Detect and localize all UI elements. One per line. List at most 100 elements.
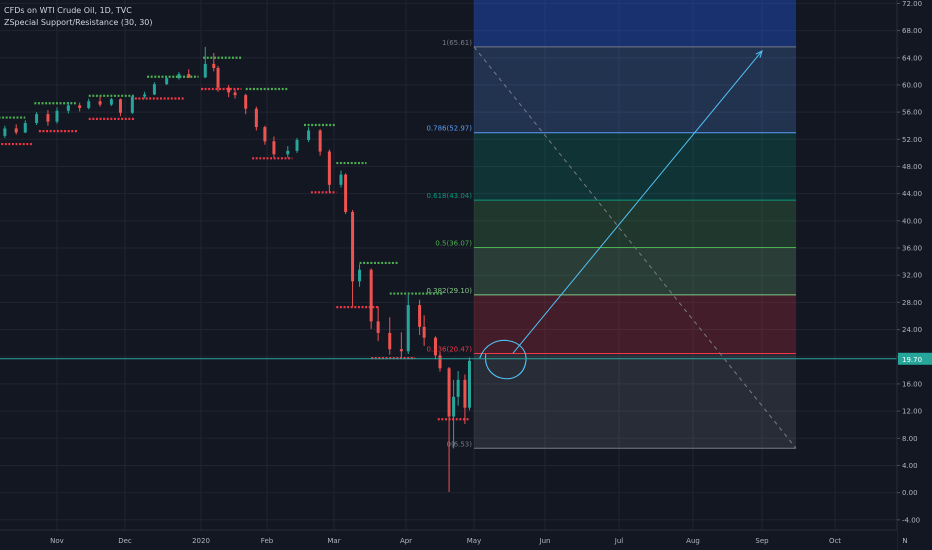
- candle: [272, 136, 276, 158]
- candle-body: [388, 332, 392, 350]
- candle: [463, 374, 467, 424]
- candle-body: [130, 96, 134, 113]
- time-tick-label: Mar: [327, 537, 340, 545]
- time-tick-label: Aug: [686, 537, 700, 545]
- candle: [399, 332, 403, 358]
- time-tick-label: Sep: [755, 537, 769, 545]
- price-tick-label: 68.00: [902, 27, 922, 35]
- candle-body: [272, 141, 276, 155]
- candle-body: [14, 128, 18, 133]
- price-tick-label: 64.00: [902, 54, 922, 62]
- candle: [369, 268, 373, 329]
- candle: [118, 98, 122, 117]
- candle: [438, 351, 442, 372]
- candle-body: [23, 122, 27, 133]
- trend-arrow-head: [755, 49, 763, 58]
- candle: [254, 106, 258, 131]
- candle: [46, 110, 50, 126]
- time-axis-background: [0, 530, 897, 550]
- candle-body: [35, 114, 39, 123]
- candle: [14, 124, 18, 135]
- price-tick-label: 0.00: [902, 489, 918, 497]
- candle-body: [212, 63, 216, 68]
- candle: [3, 125, 7, 138]
- drawing-annotations[interactable]: [479, 49, 763, 380]
- candle-body: [227, 87, 231, 93]
- candle-body: [46, 114, 50, 122]
- candle: [152, 82, 156, 96]
- candle-body: [422, 326, 426, 338]
- time-tick-label: May: [467, 537, 481, 545]
- fib-level-label: 0.236(20.47): [426, 346, 472, 354]
- symbol-title: CFDs on WTI Crude Oil, 1D, TVC: [4, 6, 132, 15]
- candle-body: [463, 379, 467, 408]
- candle-body: [456, 379, 460, 397]
- candle: [418, 299, 422, 335]
- candle-body: [233, 92, 237, 96]
- candle: [109, 97, 113, 106]
- candle: [177, 72, 181, 80]
- candle-body: [263, 127, 267, 142]
- candle: [263, 125, 267, 145]
- candle-body: [55, 110, 59, 122]
- candle: [467, 357, 471, 411]
- candle-body: [327, 151, 331, 185]
- price-tick-label: 60.00: [902, 81, 922, 89]
- time-axis[interactable]: Nov Dec 2020 Feb Mar Apr May Jun Jul Aug Sep Oct N: [0, 529, 908, 550]
- fib-zone: [474, 247, 797, 295]
- fib-zone: [474, 353, 797, 449]
- fib-trend-line: [473, 46, 797, 449]
- candle-body: [177, 74, 181, 79]
- price-tick-label: 72.00: [902, 0, 922, 8]
- candle-body: [467, 360, 471, 408]
- candle-body: [452, 396, 456, 417]
- candle-body: [447, 368, 451, 417]
- candle-body: [339, 174, 343, 185]
- candle: [23, 120, 27, 134]
- fib-zone: [474, 46, 797, 133]
- candle-body: [399, 349, 403, 352]
- candle: [187, 69, 191, 79]
- price-tick-label: 24.00: [902, 326, 922, 334]
- candle-body: [118, 99, 122, 113]
- candle: [376, 306, 380, 342]
- candle: [130, 95, 134, 115]
- last-price-badge: [898, 352, 932, 365]
- candle: [327, 149, 331, 193]
- time-tick-label: Feb: [261, 537, 274, 545]
- candle: [66, 101, 70, 114]
- candle-body: [143, 94, 147, 97]
- candle: [227, 84, 231, 98]
- candle-body: [244, 95, 248, 109]
- candle-body: [254, 108, 258, 128]
- fib-level-label: 0(6.53): [446, 440, 472, 448]
- candle-body: [109, 99, 113, 105]
- price-tick-label: 32.00: [902, 272, 922, 280]
- candle-body: [344, 174, 348, 212]
- price-tick-label: 36.00: [902, 245, 922, 253]
- trend-arrow-line[interactable]: [512, 50, 763, 354]
- fibonacci-retracement[interactable]: 1(65.61) 0.786(52.97) 0.618(43.04) 0.5(36.0…: [426, 0, 797, 449]
- support-resistance-levels: [0, 56, 470, 421]
- price-tick-label: 48.00: [902, 163, 922, 171]
- candle-body: [78, 105, 82, 109]
- time-tick-label: Apr: [400, 537, 412, 545]
- candle-body: [98, 101, 102, 105]
- time-tick-label: Dec: [118, 537, 132, 545]
- candle: [212, 53, 216, 72]
- candle: [87, 98, 91, 110]
- candle: [216, 65, 220, 92]
- fib-level-label: 0.382(29.10): [426, 287, 472, 295]
- price-tick-label: 4.00: [902, 462, 918, 470]
- highlight-circle[interactable]: [479, 339, 527, 380]
- price-tick-label: 16.00: [902, 380, 922, 388]
- candle-body: [438, 355, 442, 369]
- price-axis[interactable]: 72.00 68.00 64.00 60.00 56.00 52.00 48.00 44.00…: [896, 0, 932, 550]
- candle: [165, 76, 169, 85]
- candle: [388, 317, 392, 355]
- candle-body: [165, 78, 169, 85]
- candle-body: [87, 101, 91, 109]
- fib-level-label: 0.5(36.07): [435, 240, 472, 248]
- indicator-title: ZSpecial Support/Resistance (30, 30): [4, 18, 153, 27]
